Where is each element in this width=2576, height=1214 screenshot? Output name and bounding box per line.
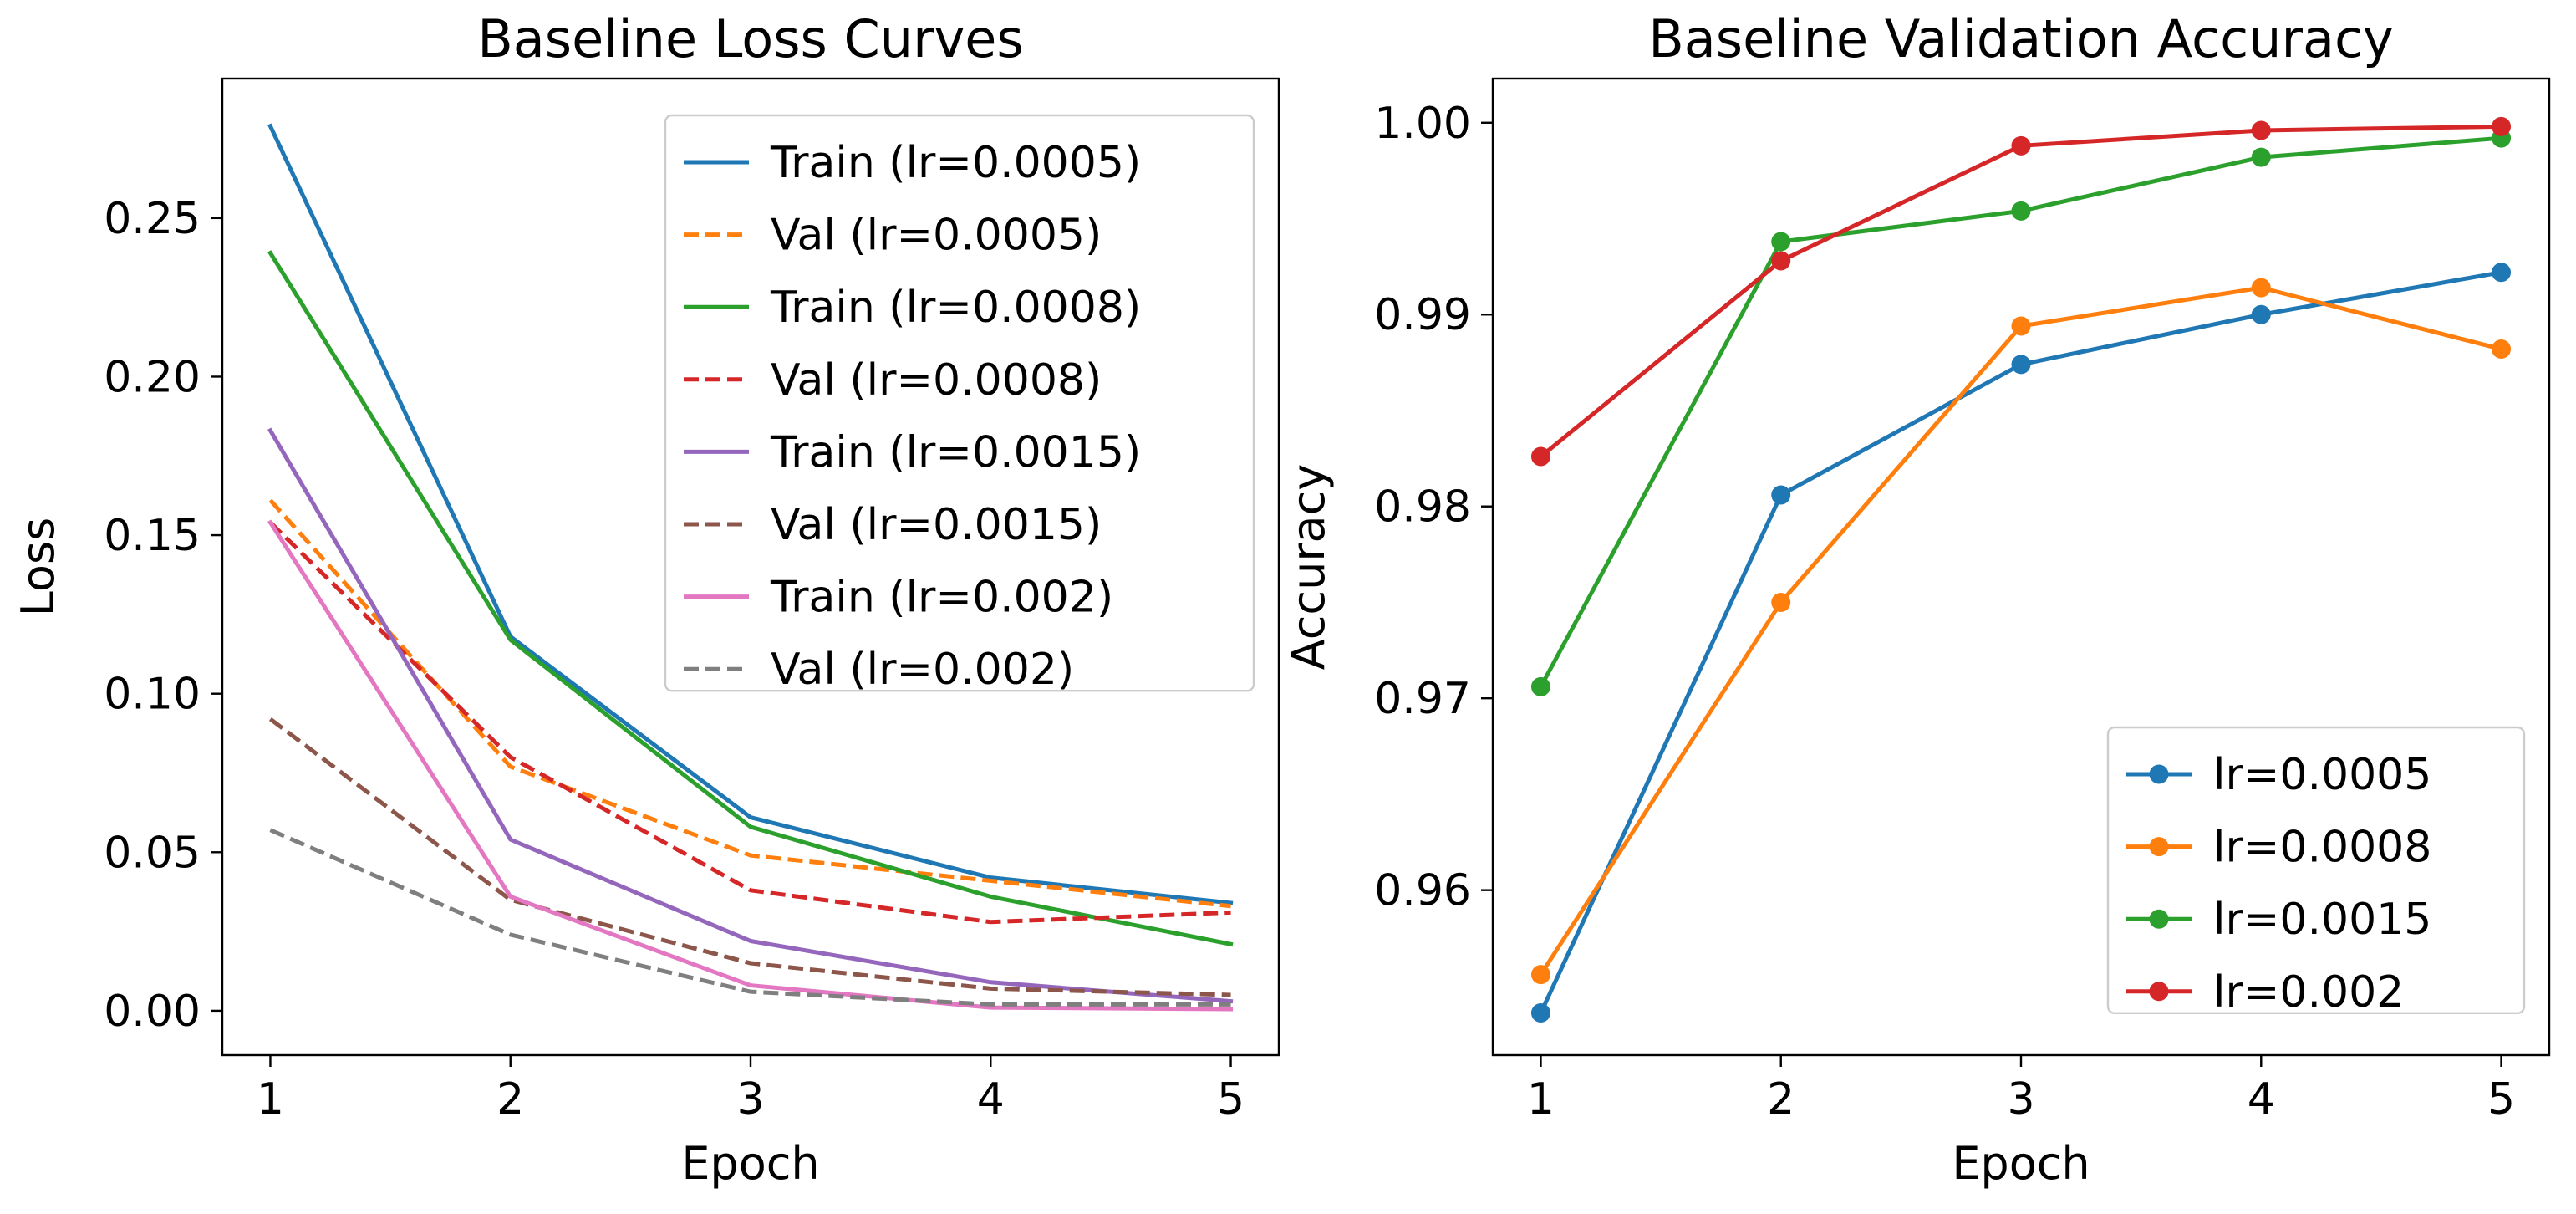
legend-label: Val (lr=0.002) [771, 645, 1074, 695]
chart-title: Baseline Loss Curves [477, 8, 1023, 69]
legend-box [2106, 726, 2526, 1014]
series-line [269, 828, 1231, 1007]
y-tick-label: 0.98 [1374, 482, 1471, 533]
y-tick-label: 0.20 [104, 352, 201, 402]
data-point [2011, 355, 2031, 375]
data-point [2492, 116, 2512, 136]
legend-label: Val (lr=0.0008) [771, 355, 1102, 406]
chart-panel-1: Baseline Loss Curves 1 2 3 4 5 0.00 0.05 0.10 0.1… [12, 8, 1280, 1190]
legend-label: lr=0.0015 [2213, 895, 2431, 945]
x-tick-label: 3 [736, 1074, 764, 1125]
y-tick-label: 1.00 [1374, 99, 1471, 149]
data-point [2251, 278, 2271, 298]
x-tick-label: 2 [1767, 1074, 1795, 1125]
data-point [2251, 147, 2271, 167]
series-line [267, 250, 1234, 947]
data-point [1530, 446, 1550, 467]
y-axis-label: Loss [12, 518, 64, 616]
legend-marker [2149, 837, 2169, 857]
data-point [1530, 965, 1550, 985]
series-line [267, 123, 1234, 905]
legend-label: Val (lr=0.0015) [771, 500, 1102, 550]
series-line [268, 717, 1231, 997]
legend-label: Train (lr=0.0008) [770, 283, 1141, 333]
legend-box [664, 114, 1255, 692]
chart-panel-2: Baseline Validation Accuracy 1 2 3 4 5 0.96 0.9… [1282, 8, 2551, 1190]
y-tick-label: 0.00 [104, 987, 201, 1037]
data-point [1530, 676, 1550, 696]
legend-label: Train (lr=0.002) [770, 573, 1113, 623]
data-point [1771, 485, 1791, 505]
x-axis-label: Epoch [1952, 1137, 2090, 1190]
x-tick-label: 3 [2007, 1074, 2034, 1125]
x-tick-label: 5 [1217, 1074, 1245, 1125]
y-tick-label: 0.99 [1374, 290, 1471, 340]
legend-label: Train (lr=0.0015) [770, 427, 1141, 477]
data-point [2251, 120, 2271, 140]
y-axis-label: Accuracy [1282, 464, 1335, 671]
series-line [268, 498, 1231, 909]
y-tick-label: 0.96 [1374, 866, 1471, 916]
x-tick-label: 4 [2248, 1074, 2275, 1125]
legend-label: lr=0.0008 [2213, 823, 2431, 873]
legend-label: Train (lr=0.0005) [770, 138, 1141, 188]
data-point [2492, 263, 2512, 283]
data-point [2011, 316, 2031, 336]
legend-label: lr=0.002 [2213, 967, 2404, 1018]
x-tick-label: 1 [1527, 1074, 1555, 1125]
legend-marker [2149, 764, 2169, 784]
series-line [267, 427, 1234, 1004]
series-line [268, 521, 1231, 925]
x-tick-label: 1 [257, 1074, 284, 1125]
chart-title: Baseline Validation Accuracy [1648, 8, 2394, 69]
data-point [2251, 304, 2271, 324]
data-point [2492, 339, 2512, 360]
y-tick-label: 0.97 [1374, 674, 1471, 724]
data-point [1771, 232, 1791, 252]
y-tick-label: 0.15 [104, 511, 201, 561]
x-axis-label: Epoch [681, 1137, 819, 1190]
y-tick-label: 0.10 [104, 670, 201, 720]
y-tick-label: 0.05 [104, 828, 201, 878]
data-point [1530, 1003, 1550, 1023]
x-tick-label: 4 [977, 1074, 1005, 1125]
legend-marker [2149, 909, 2169, 929]
x-tick-label: 2 [496, 1074, 524, 1125]
series-line [267, 519, 1234, 1012]
x-tick-label: 5 [2487, 1074, 2515, 1125]
legend-label: Val (lr=0.0005) [771, 211, 1102, 261]
data-point [1771, 251, 1791, 271]
y-tick-label: 0.25 [104, 194, 201, 244]
data-point [2011, 135, 2031, 156]
data-point [1771, 592, 1791, 612]
legend-marker [2149, 982, 2169, 1002]
legend-label: lr=0.0005 [2213, 750, 2431, 800]
data-point [2011, 201, 2031, 221]
